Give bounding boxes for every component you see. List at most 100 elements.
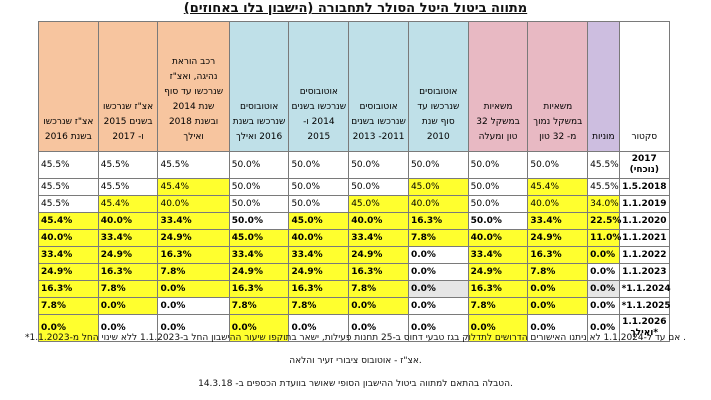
table-cell: 33.4% (157, 212, 230, 230)
table-cell: 24.9% (467, 263, 529, 281)
table-cell: 0.0% (407, 263, 469, 281)
table-cell: 45.5% (587, 178, 620, 196)
table-cell: 0.0% (587, 297, 620, 315)
table-cell: 45.0% (288, 212, 350, 230)
table-cell: 0.0% (407, 280, 469, 298)
table-cell: 45.4% (97, 195, 159, 213)
table-cell: 40.0% (348, 212, 409, 230)
table-cell: 45.4% (38, 212, 99, 230)
sector-label: 1.1.2021 (618, 229, 671, 247)
table-cell: 7.8% (38, 297, 99, 315)
table-body: 45.5% 45.5% 45.5% 50.0% 50.0% 50.0% 50.0% 50.0%… (38, 151, 671, 342)
table-cell: 50.0% (467, 151, 529, 179)
footnote-1: *אם עד ל-1.1.2024 לא ניתנו האישורים הדרו… (25, 333, 686, 343)
table-cell: 0.0% (407, 314, 469, 342)
table-row: 24.9% 16.3% 7.8% 24.9% 24.9% 16.3% 0.0% 24.9% 7.… (38, 263, 671, 281)
table-cell: 33.4% (467, 246, 529, 264)
table-cell: 50.0% (288, 195, 350, 213)
table-cell: 0.0% (587, 314, 620, 342)
table-cell: 34.0% (587, 195, 620, 213)
column-header: משאיות במשקל נמוך מ- 32 טון (527, 21, 589, 152)
table-cell: 50.0% (288, 178, 350, 196)
table-cell: 0.0% (587, 246, 620, 264)
sector-label: 1.1.2022 (618, 246, 671, 264)
table-cell: 24.9% (348, 246, 409, 264)
table-cell: 45.0% (348, 195, 409, 213)
table-cell: 50.0% (228, 178, 290, 196)
table-cell: 7.8% (228, 297, 290, 315)
table-cell: 50.0% (467, 178, 529, 196)
table-cell: 40.0% (157, 195, 230, 213)
table-cell: 7.8% (407, 229, 469, 247)
table-cell: 0.0% (348, 314, 409, 342)
table-cell: 22.5% (587, 212, 621, 230)
table-cell: 45.0% (228, 229, 290, 247)
table-cell: 7.8% (348, 280, 409, 298)
table-cell: 0.0% (587, 263, 620, 281)
table-cell: 0.0% (348, 297, 409, 315)
table-cell: 0.0% (38, 314, 99, 342)
table-cell: 16.3% (407, 212, 469, 230)
table-cell: 24.9% (288, 263, 350, 281)
sector-label: *1.1.2025 (618, 297, 671, 315)
table-cell: 7.8% (288, 297, 350, 315)
table-cell: 33.4% (288, 246, 350, 264)
column-header: משאיות במשקל 32 טון ומעלה (467, 21, 529, 152)
table-cell: 0.0% (407, 297, 469, 315)
column-header: אוטובוסים שנרכשו בשנת 2016 ואילך (228, 21, 290, 152)
table-cell: 45.5% (38, 178, 99, 196)
table-cell: 50.0% (348, 151, 409, 179)
table-cell: 24.9% (527, 229, 589, 247)
table-row: 33.4% 24.9% 16.3% 33.4% 33.4% 24.9% 0.0% 33.4% 1… (38, 246, 671, 264)
table-cell: 7.8% (157, 263, 230, 281)
column-header: סקטור (618, 21, 671, 152)
table-cell: 45.5% (97, 151, 159, 179)
table-cell: 0.0% (527, 280, 589, 298)
table-cell: 45.5% (97, 178, 159, 196)
table-cell: 24.9% (97, 246, 159, 264)
table-cell: 40.0% (527, 195, 589, 213)
table-row: 45.4% 40.0% 33.4% 50.0% 45.0% 40.0% 16.3% 50.0%… (38, 212, 671, 230)
table-cell: 0.0% (157, 280, 230, 298)
page-title: מתווה ביטול היטל הסולר לתחבורה (הישבון ב… (183, 1, 528, 16)
column-header: אוטובוסים שנרכשו בשנים 2011- 2013 (348, 21, 409, 152)
table-cell: 0.0% (587, 280, 620, 298)
table-cell: 45.0% (407, 178, 469, 196)
table-cell: 16.3% (467, 280, 529, 298)
table-cell: 45.4% (157, 178, 230, 196)
table-cell: 33.4% (228, 246, 290, 264)
table-cell: 16.3% (348, 263, 409, 281)
table-cell: 33.4% (348, 229, 409, 247)
table-cell: 0.0% (97, 297, 159, 315)
table-cell: 0.0% (527, 297, 589, 315)
table-row: 45.5% 45.5% 45.4% 50.0% 50.0% 50.0% 45.0% 50.0%… (38, 178, 671, 196)
table-cell: 50.0% (348, 178, 409, 196)
table-cell: 0.0% (467, 314, 529, 342)
table-cell: 50.0% (467, 195, 529, 213)
table-cell: 40.0% (38, 229, 99, 247)
footnote-2: אצ"ז - אוטובוס ציבורי זעיר והלאה. (289, 356, 422, 366)
table-cell: 45.4% (527, 178, 589, 196)
table-cell: 45.5% (157, 151, 230, 179)
table-cell: 0.0% (157, 314, 230, 342)
table-cell: 0.0% (97, 314, 159, 342)
table-cell: 40.0% (407, 195, 469, 213)
table-row: 16.3% 7.8% 0.0% 16.3% 16.3% 7.8% 0.0% 16.3% 0.0%… (38, 280, 671, 298)
sector-label: 1.5.2018 (618, 178, 671, 196)
table-cell: 24.9% (38, 263, 99, 281)
table-cell: 50.0% (228, 212, 290, 230)
table-cell: 45.5% (587, 151, 620, 179)
table-cell: 11.0% (587, 229, 621, 247)
tax-cancellation-table: אצ"ז שנרכשו בשנת 2016 אצ"ז שנרכשו בשנים … (38, 21, 671, 342)
table-cell: 45.5% (38, 151, 99, 179)
table-cell: 50.0% (527, 151, 589, 179)
table-cell: 16.3% (527, 246, 589, 264)
table-cell: 0.0% (157, 297, 230, 315)
column-header: רכב הוראת נהיגה, ואצ"ז שנרכשו עד סוף שנת… (157, 21, 230, 152)
column-header: אוטובוסים שנרכשו בשנים 2014 ו- 2015 (288, 21, 350, 152)
table-row: 0.0% 0.0% 0.0% 0.0% 0.0% 0.0% 0.0% 0.0% 0.0% 0.0%… (38, 314, 671, 342)
table-cell: 0.0% (407, 246, 469, 264)
table-cell: 50.0% (228, 151, 290, 179)
table-cell: 50.0% (407, 151, 469, 179)
